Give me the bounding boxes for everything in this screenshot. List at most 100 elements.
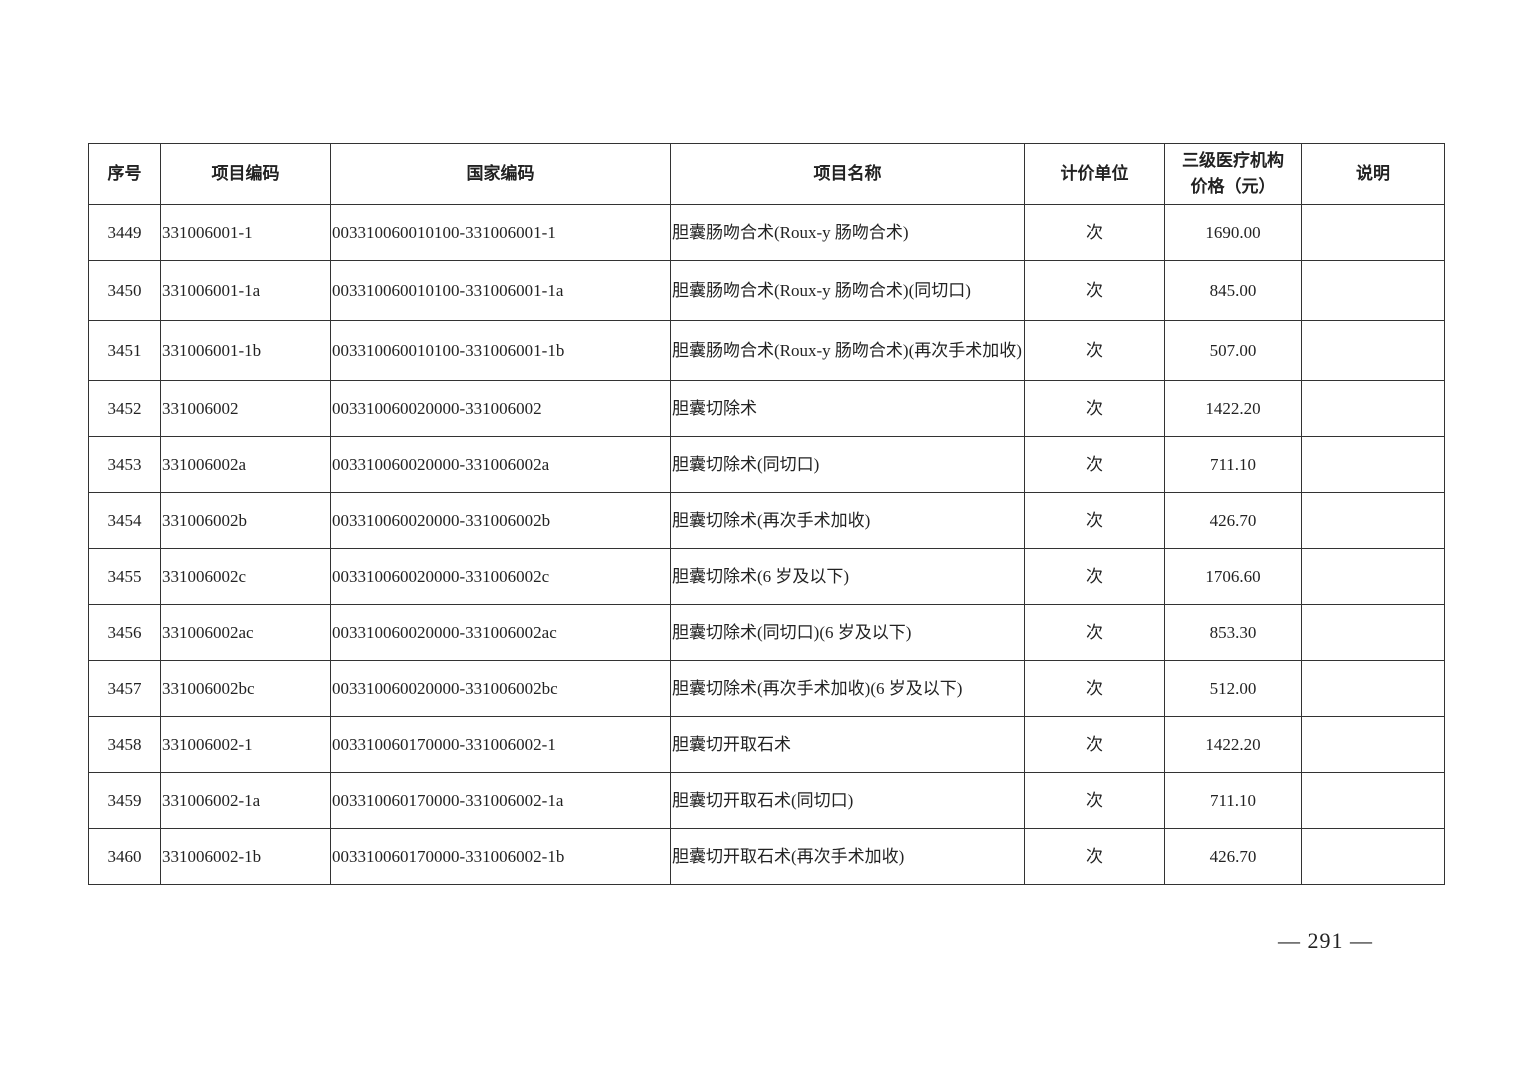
cell-code: 331006002-1 [160, 716, 331, 773]
cell-price: 853.30 [1164, 604, 1302, 661]
cell-note [1301, 436, 1445, 493]
cell-note [1301, 204, 1445, 261]
cell-no: 3460 [88, 828, 161, 885]
table-row: 3457 331006002bc 003310060020000-331006002… [88, 660, 1445, 717]
cell-national-code: 003310060010100-331006001-1b [330, 320, 671, 381]
cell-no: 3457 [88, 660, 161, 717]
cell-unit: 次 [1024, 260, 1165, 321]
cell-note [1301, 772, 1445, 829]
cell-note [1301, 828, 1445, 885]
cell-national-code: 003310060020000-331006002b [330, 492, 671, 549]
cell-price: 711.10 [1164, 772, 1302, 829]
cell-note [1301, 260, 1445, 321]
cell-no: 3458 [88, 716, 161, 773]
cell-no: 3456 [88, 604, 161, 661]
cell-national-code: 003310060020000-331006002a [330, 436, 671, 493]
cell-no: 3459 [88, 772, 161, 829]
cell-unit: 次 [1024, 772, 1165, 829]
cell-price: 426.70 [1164, 828, 1302, 885]
cell-price: 507.00 [1164, 320, 1302, 381]
cell-price: 711.10 [1164, 436, 1302, 493]
header-price-line1: 三级医疗机构 [1182, 151, 1284, 171]
cell-no: 3453 [88, 436, 161, 493]
cell-price: 1422.20 [1164, 380, 1302, 437]
cell-price: 512.00 [1164, 660, 1302, 717]
cell-code: 331006002 [160, 380, 331, 437]
table-row: 3454 331006002b 003310060020000-331006002b… [88, 492, 1445, 549]
cell-note [1301, 380, 1445, 437]
table-row: 3449 331006001-1 003310060010100-331006001… [88, 204, 1445, 261]
cell-price: 1706.60 [1164, 548, 1302, 605]
cell-code: 331006001-1 [160, 204, 331, 261]
cell-note [1301, 604, 1445, 661]
price-table: 序号 项目编码 国家编码 项目名称 计价单位 三级医疗机构 价格（元） 说明 34… [88, 143, 1445, 885]
table-row: 3451 331006001-1b 003310060010100-33100600… [88, 320, 1445, 381]
cell-unit: 次 [1024, 604, 1165, 661]
cell-code: 331006001-1a [160, 260, 331, 321]
cell-unit: 次 [1024, 660, 1165, 717]
header-unit: 计价单位 [1024, 143, 1165, 205]
header-no: 序号 [88, 143, 161, 205]
cell-name: 胆囊切开取石术(再次手术加收) [670, 828, 1025, 885]
cell-name: 胆囊肠吻合术(Roux-y 肠吻合术)(再次手术加收) [670, 320, 1025, 381]
cell-code: 331006002-1a [160, 772, 331, 829]
table-row: 3453 331006002a 003310060020000-331006002a… [88, 436, 1445, 493]
table-row: 3450 331006001-1a 003310060010100-33100600… [88, 260, 1445, 321]
cell-code: 331006002bc [160, 660, 331, 717]
cell-no: 3451 [88, 320, 161, 381]
cell-name: 胆囊切除术(再次手术加收) [670, 492, 1025, 549]
cell-no: 3450 [88, 260, 161, 321]
cell-note [1301, 716, 1445, 773]
cell-code: 331006002ac [160, 604, 331, 661]
cell-code: 331006002a [160, 436, 331, 493]
cell-unit: 次 [1024, 380, 1165, 437]
cell-price: 845.00 [1164, 260, 1302, 321]
cell-note [1301, 660, 1445, 717]
cell-unit: 次 [1024, 204, 1165, 261]
table-row: 3452 331006002 003310060020000-331006002 胆囊… [88, 380, 1445, 437]
header-price: 三级医疗机构 价格（元） [1164, 143, 1302, 205]
cell-name: 胆囊切除术(再次手术加收)(6 岁及以下) [670, 660, 1025, 717]
cell-name: 胆囊切开取石术 [670, 716, 1025, 773]
header-national-code: 国家编码 [330, 143, 671, 205]
cell-unit: 次 [1024, 548, 1165, 605]
cell-national-code: 003310060020000-331006002ac [330, 604, 671, 661]
cell-name: 胆囊切除术 [670, 380, 1025, 437]
cell-note [1301, 548, 1445, 605]
cell-national-code: 003310060170000-331006002-1b [330, 828, 671, 885]
page-number: — 291 — [1278, 928, 1373, 953]
cell-name: 胆囊肠吻合术(Roux-y 肠吻合术)(同切口) [670, 260, 1025, 321]
cell-national-code: 003310060020000-331006002bc [330, 660, 671, 717]
table-row: 3455 331006002c 003310060020000-331006002c… [88, 548, 1445, 605]
cell-name: 胆囊切除术(6 岁及以下) [670, 548, 1025, 605]
cell-note [1301, 492, 1445, 549]
cell-unit: 次 [1024, 492, 1165, 549]
cell-code: 331006002-1b [160, 828, 331, 885]
cell-unit: 次 [1024, 716, 1165, 773]
table-row: 3460 331006002-1b 003310060170000-33100600… [88, 828, 1445, 885]
cell-unit: 次 [1024, 320, 1165, 381]
cell-unit: 次 [1024, 436, 1165, 493]
table-header-row: 序号 项目编码 国家编码 项目名称 计价单位 三级医疗机构 价格（元） 说明 [88, 143, 1445, 205]
cell-national-code: 003310060020000-331006002 [330, 380, 671, 437]
cell-name: 胆囊切除术(同切口) [670, 436, 1025, 493]
cell-price: 1690.00 [1164, 204, 1302, 261]
header-price-line2: 价格（元） [1190, 177, 1276, 197]
cell-price: 1422.20 [1164, 716, 1302, 773]
header-code: 项目编码 [160, 143, 331, 205]
header-note: 说明 [1301, 143, 1445, 205]
cell-national-code: 003310060020000-331006002c [330, 548, 671, 605]
header-name: 项目名称 [670, 143, 1025, 205]
cell-price: 426.70 [1164, 492, 1302, 549]
cell-national-code: 003310060010100-331006001-1 [330, 204, 671, 261]
cell-national-code: 003310060010100-331006001-1a [330, 260, 671, 321]
cell-no: 3452 [88, 380, 161, 437]
cell-name: 胆囊肠吻合术(Roux-y 肠吻合术) [670, 204, 1025, 261]
table-row: 3456 331006002ac 003310060020000-331006002… [88, 604, 1445, 661]
table-row: 3459 331006002-1a 003310060170000-33100600… [88, 772, 1445, 829]
cell-national-code: 003310060170000-331006002-1 [330, 716, 671, 773]
cell-no: 3454 [88, 492, 161, 549]
cell-no: 3455 [88, 548, 161, 605]
cell-no: 3449 [88, 204, 161, 261]
cell-national-code: 003310060170000-331006002-1a [330, 772, 671, 829]
